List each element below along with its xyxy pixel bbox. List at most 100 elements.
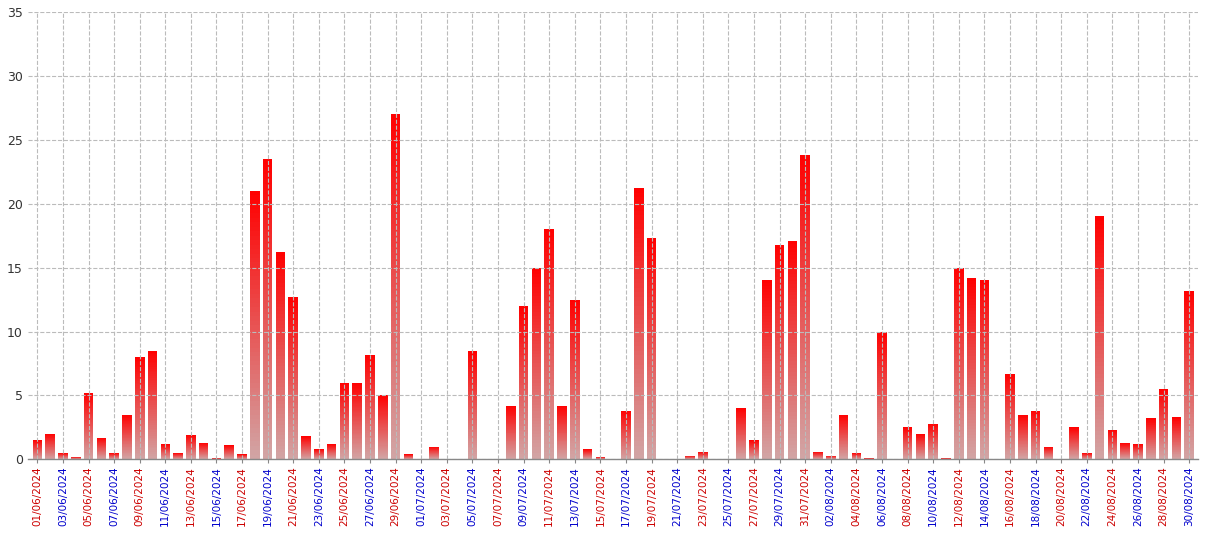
Bar: [634, 256, 643, 261]
Bar: [83, 429, 93, 430]
Bar: [1171, 442, 1181, 443]
Bar: [1094, 261, 1104, 265]
Bar: [1185, 344, 1194, 347]
Bar: [1094, 455, 1104, 459]
Bar: [1030, 425, 1040, 426]
Bar: [506, 449, 516, 450]
Bar: [775, 438, 784, 441]
Bar: [148, 385, 158, 387]
Bar: [557, 454, 566, 455]
Bar: [775, 452, 784, 456]
Bar: [980, 385, 989, 388]
Bar: [378, 445, 388, 446]
Bar: [980, 355, 989, 358]
Bar: [736, 438, 746, 439]
Bar: [340, 439, 349, 440]
Bar: [1185, 451, 1194, 454]
Bar: [557, 452, 566, 453]
Bar: [762, 346, 771, 349]
Bar: [800, 312, 810, 317]
Bar: [276, 439, 286, 442]
Bar: [531, 437, 541, 440]
Bar: [1094, 305, 1104, 310]
Bar: [531, 277, 541, 280]
Bar: [1185, 409, 1194, 411]
Bar: [148, 392, 158, 394]
Bar: [1171, 456, 1181, 457]
Bar: [148, 414, 158, 416]
Bar: [365, 426, 375, 428]
Bar: [365, 376, 375, 377]
Bar: [340, 418, 349, 419]
Bar: [545, 417, 554, 421]
Bar: [263, 389, 272, 394]
Bar: [762, 409, 771, 411]
Bar: [506, 418, 516, 419]
Bar: [800, 266, 810, 272]
Bar: [83, 432, 93, 433]
Bar: [263, 174, 272, 179]
Bar: [954, 357, 964, 360]
Bar: [83, 407, 93, 408]
Bar: [531, 453, 541, 456]
Bar: [545, 302, 554, 306]
Bar: [800, 231, 810, 236]
Bar: [954, 348, 964, 351]
Bar: [1018, 430, 1028, 431]
Bar: [557, 406, 566, 407]
Bar: [545, 444, 554, 448]
Bar: [570, 406, 580, 409]
Bar: [263, 374, 272, 379]
Bar: [1005, 448, 1015, 449]
Bar: [966, 456, 976, 459]
Bar: [1185, 333, 1194, 336]
Bar: [531, 344, 541, 348]
Bar: [531, 300, 541, 303]
Bar: [545, 283, 554, 287]
Bar: [788, 430, 798, 434]
Bar: [736, 423, 746, 424]
Bar: [1018, 443, 1028, 445]
Bar: [800, 338, 810, 343]
Bar: [954, 373, 964, 376]
Bar: [647, 282, 657, 286]
Bar: [775, 266, 784, 270]
Bar: [83, 397, 93, 399]
Bar: [519, 360, 529, 362]
Bar: [378, 446, 388, 447]
Bar: [1171, 427, 1181, 429]
Bar: [365, 440, 375, 442]
Bar: [1094, 216, 1104, 221]
Bar: [135, 373, 145, 374]
Bar: [263, 314, 272, 319]
Bar: [788, 335, 798, 339]
Bar: [634, 306, 643, 310]
Bar: [378, 410, 388, 411]
Bar: [622, 447, 630, 448]
Bar: [390, 373, 400, 379]
Bar: [340, 385, 349, 386]
Bar: [468, 432, 477, 434]
Bar: [468, 413, 477, 414]
Bar: [531, 440, 541, 443]
Bar: [877, 451, 887, 453]
Bar: [736, 444, 746, 445]
Bar: [557, 415, 566, 416]
Bar: [1030, 432, 1040, 433]
Bar: [519, 401, 529, 403]
Bar: [954, 328, 964, 332]
Bar: [288, 422, 298, 424]
Bar: [954, 325, 964, 328]
Bar: [980, 373, 989, 376]
Bar: [1146, 455, 1156, 456]
Bar: [647, 256, 657, 260]
Bar: [1030, 416, 1040, 417]
Bar: [1146, 424, 1156, 425]
Bar: [1005, 378, 1015, 379]
Bar: [288, 378, 298, 381]
Bar: [1185, 429, 1194, 431]
Bar: [365, 360, 375, 361]
Bar: [839, 454, 848, 455]
Bar: [545, 248, 554, 252]
Bar: [877, 393, 887, 395]
